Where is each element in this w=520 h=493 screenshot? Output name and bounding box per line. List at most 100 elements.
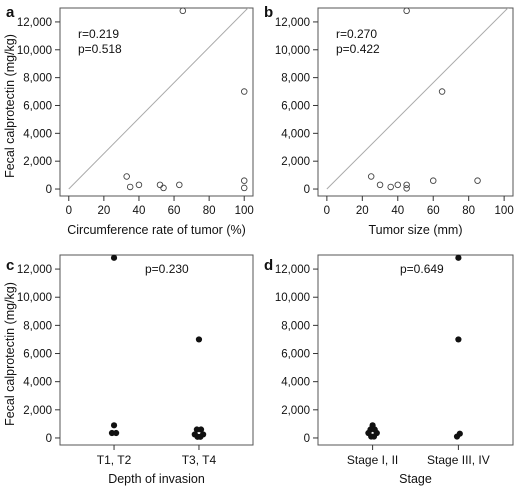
x-tick-label: T1, T2 (97, 453, 132, 467)
y-tick-label: 8,000 (23, 320, 52, 332)
y-tick-label: 12,000 (17, 17, 52, 29)
data-point (240, 88, 248, 95)
data-point (376, 181, 384, 189)
y-tick-label: 4,000 (23, 377, 52, 389)
panel-a: a 0 2,000 4,000 6,000 8,000 10,000 12,000 0 20 40 6… (3, 4, 254, 237)
y-tick-label: 6,000 (281, 100, 310, 112)
x-axis-label: Circumference rate of tumor (%) (67, 223, 246, 237)
x-tick-label: 40 (133, 205, 146, 217)
data-point (403, 7, 410, 15)
data-point (455, 336, 462, 343)
y-tick-label: 8,000 (281, 73, 310, 85)
x-tick-label: 20 (356, 205, 369, 217)
data-point (176, 181, 183, 189)
data-point (160, 184, 167, 192)
data-point (387, 183, 394, 191)
y-tick-label: 10,000 (275, 292, 310, 304)
y-tick-label: 2,000 (281, 405, 310, 417)
data-point (429, 177, 437, 184)
y-tick-label: 0 (46, 184, 52, 196)
y-tick-label: 0 (46, 433, 52, 445)
data-point (240, 177, 248, 184)
p-value: p=0.649 (400, 262, 444, 276)
p-value: p=0.230 (145, 262, 189, 276)
y-tick-label: 8,000 (23, 73, 52, 85)
y-tick-label: 10,000 (17, 45, 52, 57)
y-tick-label: 6,000 (23, 349, 52, 361)
plot-frame (59, 7, 254, 197)
plot-frame (59, 254, 254, 446)
y-tick-label: 12,000 (275, 264, 310, 276)
y-axis-label: Fecal calprotectin (mg/kg) (3, 282, 17, 426)
x-tick-label: 100 (495, 205, 514, 217)
panel-letter: d (264, 257, 273, 274)
x-tick-label: 80 (462, 205, 475, 217)
x-tick-label: 60 (427, 205, 440, 217)
data-point (455, 254, 462, 261)
y-tick-label: 2,000 (23, 405, 52, 417)
data-point (195, 336, 203, 343)
x-axis-label: Stage (399, 472, 432, 486)
x-tick-label: 60 (168, 205, 181, 217)
data-point (123, 173, 130, 180)
data-point (110, 254, 118, 261)
r-value: r=0.219 (78, 27, 119, 41)
x-tick-label: 40 (391, 205, 404, 217)
panel-letter: c (6, 257, 14, 274)
y-tick-label: 2,000 (23, 156, 52, 168)
x-tick-label: 80 (203, 205, 216, 217)
data-point (367, 173, 375, 180)
y-tick-label: 10,000 (275, 45, 310, 57)
y-tick-label: 6,000 (281, 349, 310, 361)
data-point (403, 181, 410, 189)
x-tick-label: T3, T4 (182, 453, 217, 467)
data-point (197, 426, 205, 433)
plot-frame (317, 254, 514, 446)
data-point (474, 177, 481, 184)
data-point (403, 185, 410, 192)
x-tick-label: 0 (66, 205, 72, 217)
x-tick-label: 0 (324, 205, 330, 217)
data-point (156, 181, 164, 189)
x-axis-label: Tumor size (mm) (369, 223, 463, 237)
x-tick-label: Stage I, II (347, 453, 398, 467)
data-point (370, 433, 378, 440)
x-tick-label: Stage III, IV (427, 453, 490, 467)
data-point (197, 433, 204, 440)
data-point (135, 181, 143, 189)
data-point (394, 181, 402, 189)
panel-c: c 0 2,000 4,000 6,000 8,000 10,000 12,000 T1, T2… (3, 254, 254, 486)
data-point (113, 429, 120, 437)
y-tick-label: 12,000 (275, 17, 310, 29)
y-tick-label: 2,000 (281, 156, 310, 168)
y-axis-label: Fecal calprotectin (mg/kg) (3, 34, 17, 178)
r-value: r=0.270 (336, 27, 377, 41)
data-point (438, 88, 446, 95)
x-axis-label: Depth of invasion (108, 472, 205, 486)
y-tick-label: 8,000 (281, 320, 310, 332)
x-tick-label: 100 (235, 205, 254, 217)
y-tick-label: 10,000 (17, 292, 52, 304)
y-tick-label: 0 (304, 433, 310, 445)
reference-line (326, 8, 509, 190)
data-point (453, 433, 461, 440)
panel-letter: a (6, 4, 15, 21)
y-tick-label: 4,000 (23, 128, 52, 140)
panel-letter: b (264, 4, 273, 21)
data-point (110, 422, 118, 429)
reference-line (68, 8, 249, 190)
p-value: p=0.518 (78, 42, 122, 56)
p-value: p=0.422 (336, 42, 380, 56)
data-point (240, 184, 248, 192)
plot-frame (317, 7, 514, 197)
y-tick-label: 0 (304, 184, 310, 196)
data-point (126, 183, 134, 191)
panel-b: b 0 2,000 4,000 6,000 8,000 10,000 12,000 0 20 40 6… (264, 4, 514, 237)
data-point (179, 7, 187, 15)
y-tick-label: 6,000 (23, 100, 52, 112)
y-tick-label: 4,000 (281, 377, 310, 389)
y-tick-label: 4,000 (281, 128, 310, 140)
panel-d: d 0 2,000 4,000 6,000 8,000 10,000 12,000 Stage … (264, 254, 514, 486)
x-tick-label: 20 (97, 205, 110, 217)
